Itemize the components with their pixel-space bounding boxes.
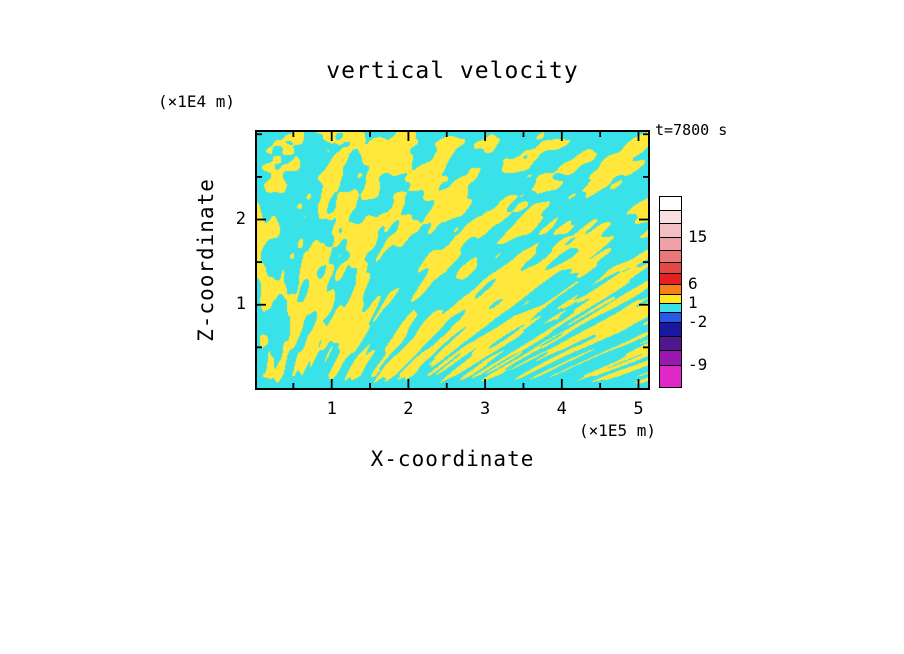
colorbar-tick-label: -9 bbox=[688, 355, 708, 374]
colorbar-segment bbox=[660, 263, 681, 274]
colorbar bbox=[659, 196, 682, 388]
x-axis-units: (×1E5 m) bbox=[578, 421, 656, 440]
colorbar-segment bbox=[660, 323, 681, 337]
y-tick-label: 1 bbox=[235, 293, 246, 314]
x-tick-label: 4 bbox=[556, 399, 567, 419]
colorbar-segment bbox=[660, 274, 681, 285]
time-annotation: t=7800 s bbox=[655, 121, 728, 139]
colorbar-tick-label: 1 bbox=[688, 293, 698, 312]
field-canvas bbox=[255, 130, 650, 390]
colorbar-segment bbox=[660, 313, 681, 323]
colorbar-segment bbox=[660, 211, 681, 224]
x-axis-label: X-coordinate bbox=[370, 447, 535, 471]
colorbar-segment bbox=[660, 197, 681, 211]
colorbar-segment bbox=[660, 304, 681, 313]
colorbar-tick-label: 15 bbox=[688, 227, 708, 246]
colorbar-segment bbox=[660, 351, 681, 366]
chart-title: vertical velocity bbox=[326, 58, 579, 84]
colorbar-segment bbox=[660, 337, 681, 351]
colorbar-segment bbox=[660, 251, 681, 263]
x-tick-label: 3 bbox=[479, 399, 491, 419]
y-axis-label: Z-coordinate bbox=[194, 178, 218, 342]
plot-frame bbox=[255, 130, 650, 390]
colorbar-segment bbox=[660, 366, 681, 387]
colorbar-segment bbox=[660, 224, 681, 238]
x-tick-label: 1 bbox=[326, 399, 337, 419]
colorbar-tick-label: -2 bbox=[688, 312, 708, 331]
y-axis-units: (×1E4 m) bbox=[158, 92, 236, 111]
colorbar-segment bbox=[660, 295, 681, 304]
x-tick-label: 5 bbox=[633, 399, 644, 419]
y-tick-label: 2 bbox=[235, 208, 246, 229]
plot-area bbox=[255, 130, 650, 390]
colorbar-segment bbox=[660, 238, 681, 251]
colorbar-tick-label: 6 bbox=[688, 274, 698, 293]
colorbar-segment bbox=[660, 285, 681, 295]
x-tick-label: 2 bbox=[403, 399, 414, 419]
